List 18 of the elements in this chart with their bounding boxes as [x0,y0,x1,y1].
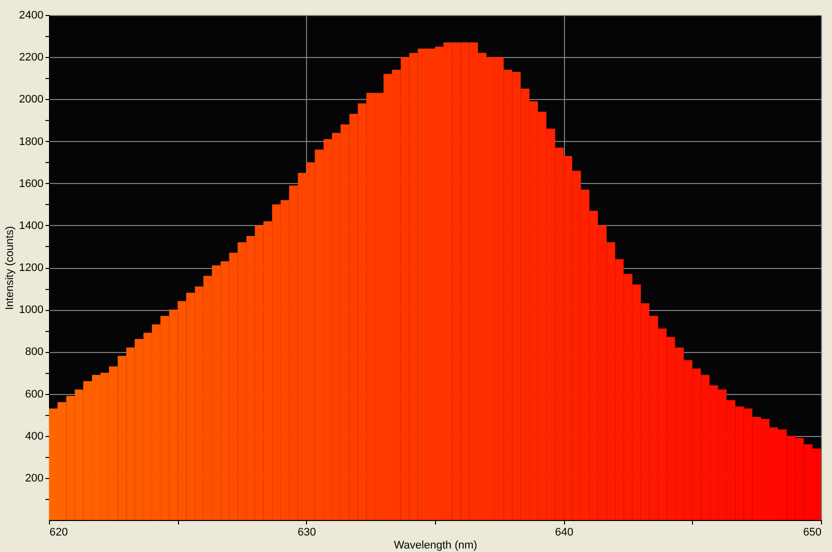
x-axis-title: Wavelength (nm) [394,540,478,552]
y-tick-label: 2000 [19,94,44,106]
y-tick-label: 200 [25,472,44,484]
y-tick-label: 1000 [19,304,44,316]
y-tick-label: 400 [25,430,44,442]
y-tick-label: 2400 [19,10,44,22]
y-tick-label: 1200 [19,262,44,274]
y-tick-label: 600 [25,388,44,400]
y-axis-title: Intensity (counts) [4,226,16,310]
y-tick-label: 1800 [19,136,44,148]
y-tick-label: 800 [25,346,44,358]
y-tick-label: 1400 [19,220,44,232]
y-tick-label: 1600 [19,178,44,190]
y-tick-label: 2200 [19,52,44,64]
x-tick-label: 650 [803,526,822,538]
x-tick-label: 630 [298,526,316,538]
x-tick-label: 620 [50,526,68,538]
x-tick-label: 640 [554,526,574,538]
